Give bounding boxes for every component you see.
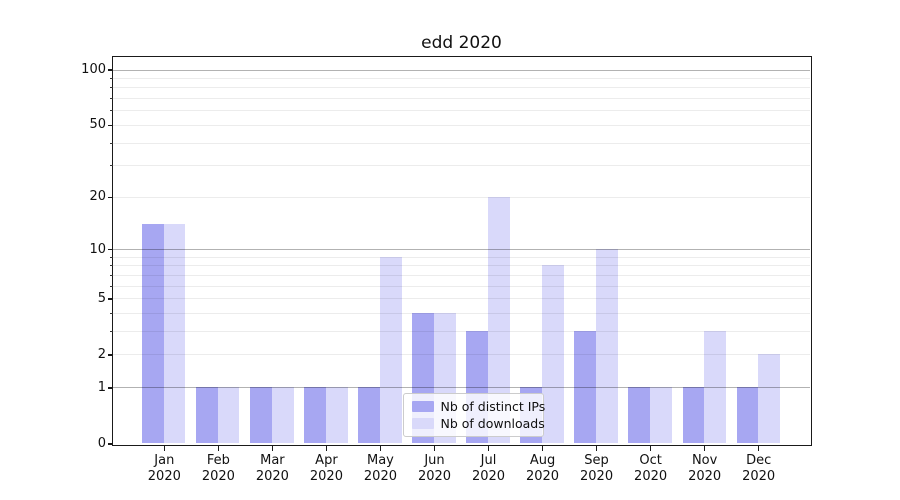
x-tick-label: Apr 2020 <box>309 453 343 484</box>
y-minor-tick <box>109 98 113 100</box>
bar-downloads <box>704 331 726 444</box>
y-minor-tick <box>109 331 113 333</box>
y-tick-label: 10 <box>89 241 106 257</box>
bar-downloads <box>542 265 564 444</box>
y-minor-tick <box>109 87 113 89</box>
x-tick-label: Oct 2020 <box>634 453 668 484</box>
x-tick-label: Feb 2020 <box>201 453 235 484</box>
x-tick-label: Nov 2020 <box>688 453 722 484</box>
y-tick <box>107 196 113 199</box>
x-tick <box>595 445 598 451</box>
x-tick-label: May 2020 <box>363 453 397 484</box>
x-tick <box>649 445 652 451</box>
y-tick-label: 5 <box>97 290 106 306</box>
bar-distinct-ips <box>142 224 164 444</box>
bar-distinct-ips <box>358 387 380 444</box>
y-tick <box>107 69 113 71</box>
x-tick <box>163 445 166 451</box>
legend-item-distinct-ips: Nb of distinct IPs <box>411 399 545 415</box>
bar-downloads <box>379 256 402 444</box>
x-tick-label: Jul 2020 <box>471 453 506 484</box>
bar-downloads <box>217 387 240 444</box>
y-tick <box>107 387 113 389</box>
chart-title: edd 2020 <box>421 33 502 53</box>
y-tick <box>107 354 113 356</box>
x-tick <box>757 445 760 451</box>
y-tick <box>107 298 113 300</box>
plot-area: Nb of distinct IPs Nb of downloads <box>111 55 812 446</box>
y-tick <box>107 124 113 127</box>
x-tick-label: Jan 2020 <box>147 453 181 484</box>
bar-distinct-ips <box>682 387 705 444</box>
y-minor-tick <box>109 265 113 267</box>
bar-downloads <box>650 387 672 444</box>
y-minor-tick <box>109 77 113 79</box>
bar-distinct-ips <box>628 387 651 444</box>
bar-distinct-ips <box>574 331 597 444</box>
x-tick <box>541 445 544 451</box>
y-minor-tick <box>109 313 113 315</box>
bar-distinct-ips <box>736 387 759 444</box>
y-minor-tick <box>109 110 113 112</box>
y-minor-tick <box>109 256 113 258</box>
legend-item-downloads: Nb of downloads <box>411 416 545 432</box>
x-tick <box>703 445 706 451</box>
bar-downloads <box>271 387 294 444</box>
bar-distinct-ips <box>250 387 272 444</box>
bar-distinct-ips <box>196 387 218 444</box>
x-tick <box>271 445 274 451</box>
x-tick <box>217 445 220 451</box>
x-tick-label: Aug 2020 <box>525 453 560 484</box>
legend-label-downloads: Nb of downloads <box>440 415 545 431</box>
x-tick-label: Mar 2020 <box>255 453 289 484</box>
y-tick-label: 1 <box>97 379 106 395</box>
legend-label-distinct-ips: Nb of distinct IPs <box>440 398 546 414</box>
x-tick <box>433 445 436 451</box>
y-tick-label: 2 <box>97 346 106 362</box>
bars-layer <box>113 57 810 444</box>
bar-distinct-ips <box>304 387 326 444</box>
bar-downloads <box>488 196 510 444</box>
x-tick-label: Dec 2020 <box>742 453 776 484</box>
y-minor-tick <box>109 142 113 144</box>
bar-downloads <box>163 224 186 444</box>
legend: Nb of distinct IPs Nb of downloads <box>402 392 545 437</box>
y-minor-tick <box>109 274 113 276</box>
legend-swatch-distinct-ips <box>411 401 434 412</box>
y-tick-label: 20 <box>89 189 106 205</box>
bar-downloads <box>758 354 780 444</box>
x-tick-label: Jun 2020 <box>417 453 452 484</box>
y-tick <box>107 248 113 251</box>
y-minor-tick <box>109 285 113 287</box>
bar-downloads <box>325 387 348 444</box>
y-tick-label: 50 <box>89 117 106 133</box>
legend-swatch-downloads <box>411 418 434 429</box>
x-tick <box>487 445 490 451</box>
y-minor-tick <box>109 165 113 167</box>
x-tick <box>379 445 382 451</box>
y-tick-label: 100 <box>81 62 106 77</box>
y-tick <box>107 443 113 445</box>
y-tick-label: 0 <box>97 436 106 451</box>
x-tick <box>325 445 328 451</box>
x-tick-label: Sep 2020 <box>580 453 614 484</box>
bar-downloads <box>596 249 618 444</box>
